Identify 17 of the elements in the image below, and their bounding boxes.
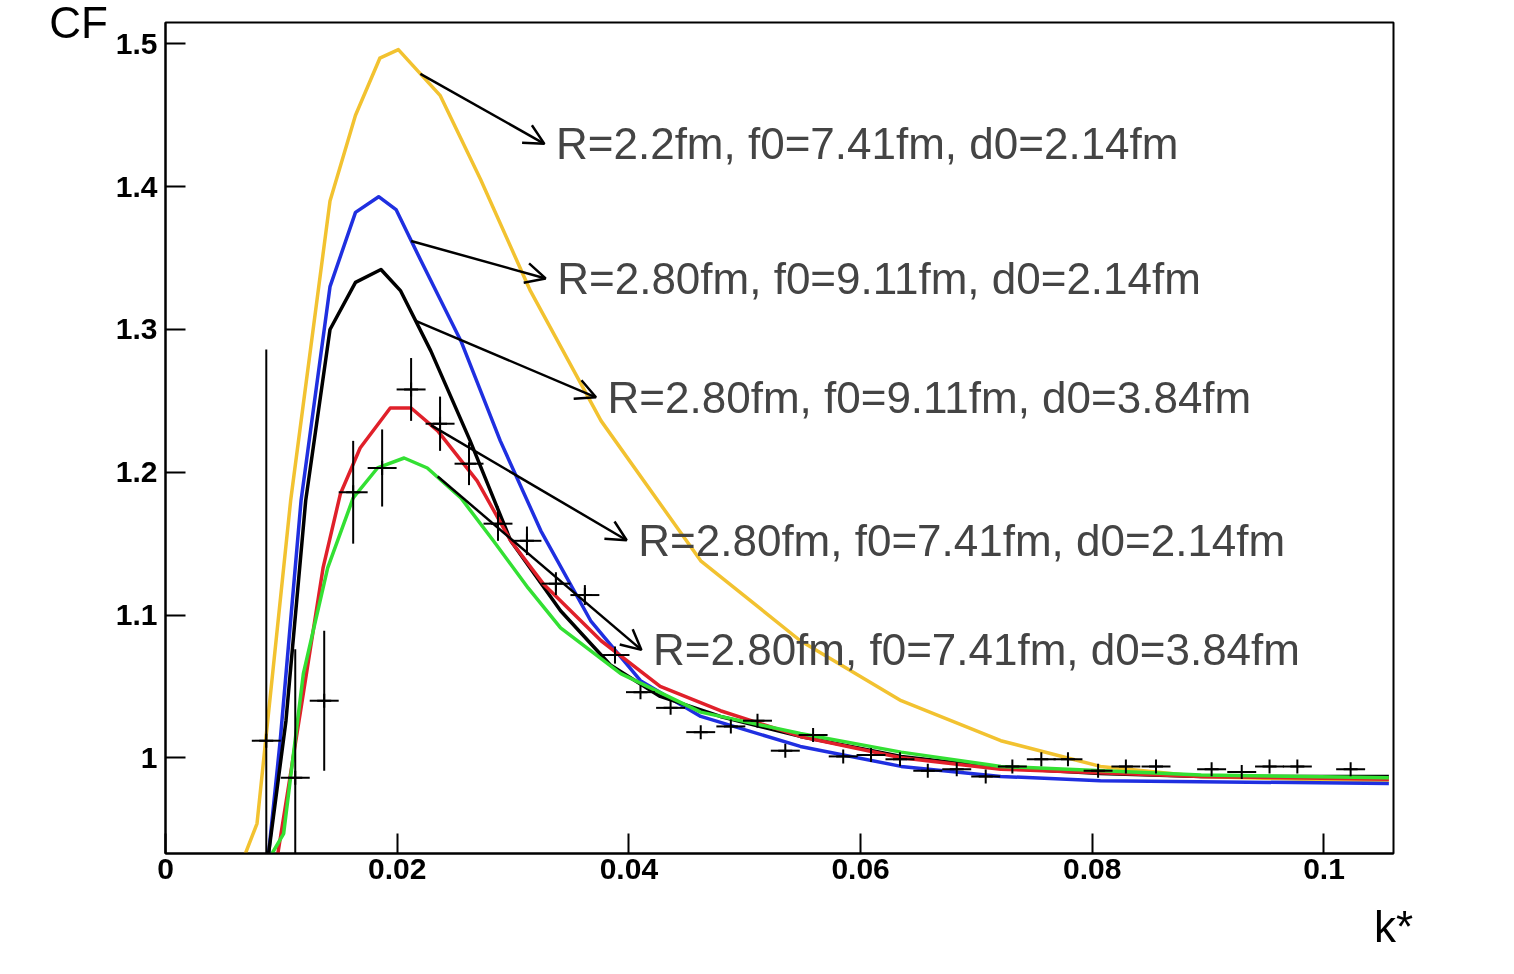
y-tick-label: 1 bbox=[140, 740, 158, 774]
x-tick-label: 0 bbox=[157, 851, 174, 885]
y-tick-label: 1.4 bbox=[115, 169, 158, 203]
x-tick-label: 0.06 bbox=[831, 851, 890, 885]
y-axis-title: CF bbox=[49, 0, 108, 47]
x-tick-label: 0.02 bbox=[368, 851, 427, 885]
annotation: R=2.2fm, f0=7.41fm, d0=2.14fm bbox=[556, 119, 1179, 169]
y-tick-label: 1.1 bbox=[115, 598, 158, 632]
y-tick-label: 1.3 bbox=[115, 312, 158, 346]
x-axis-title: k* bbox=[1373, 901, 1414, 951]
x-tick-label: 0.08 bbox=[1063, 851, 1122, 885]
annotation: R=2.80fm, f0=9.11fm, d0=3.84fm bbox=[607, 372, 1252, 422]
x-tick-label: 0.04 bbox=[599, 851, 659, 885]
x-tick-label: 0.1 bbox=[1303, 851, 1345, 885]
annotation: R=2.80fm, f0=9.11fm, d0=2.14fm bbox=[557, 253, 1201, 303]
y-tick-label: 1.2 bbox=[115, 455, 158, 489]
y-tick-label: 1.5 bbox=[115, 26, 158, 60]
